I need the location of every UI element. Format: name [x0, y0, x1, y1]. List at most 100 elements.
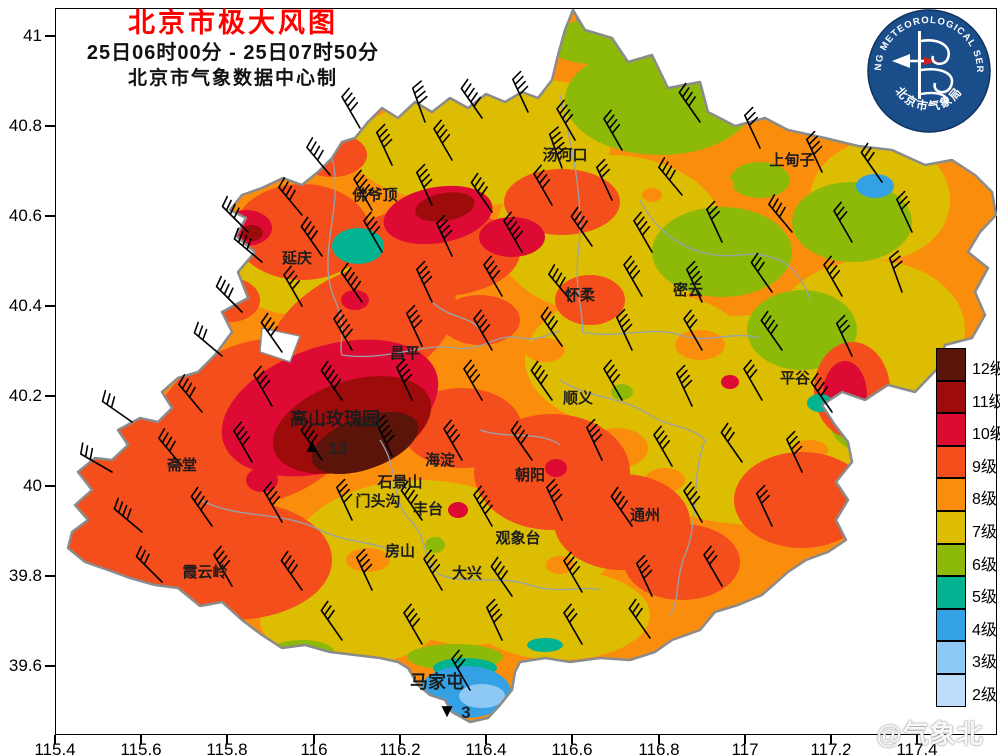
wind-barb: [653, 425, 673, 467]
district-boundary: [581, 330, 761, 340]
district-boundary: [327, 157, 343, 356]
wind-barb: [658, 157, 683, 196]
legend-swatch: [936, 478, 966, 511]
wind-barb: [253, 365, 273, 407]
wind-barb: [676, 364, 693, 407]
wind-vane-icon: [892, 31, 954, 104]
legend-swatch: [936, 543, 966, 577]
wind-barb: [570, 206, 593, 247]
legend-swatch: [936, 380, 966, 414]
wind-barb: [686, 260, 703, 303]
wind-barb: [720, 422, 743, 463]
lon-tick: [916, 735, 918, 744]
wind-region-level-4: [576, 10, 628, 28]
wind-barb: [768, 194, 793, 233]
district-boundary: [429, 299, 481, 331]
red-arrow-icon: [924, 57, 939, 65]
legend-label: 9级: [972, 458, 997, 476]
wind-barb: [158, 428, 183, 467]
lon-tick: [571, 735, 573, 744]
wind-barb: [683, 481, 703, 523]
lat-tick-label: 40.6: [8, 206, 42, 225]
wind-barb: [233, 421, 253, 463]
watermark: @气象北京: [845, 714, 1000, 756]
outside-notch: [259, 327, 302, 363]
wind-barb: [706, 200, 723, 243]
wind-barb: [80, 442, 113, 473]
wind-barb: [300, 420, 323, 461]
wind-barb: [806, 130, 823, 173]
wind-barb: [283, 265, 303, 307]
wind-region-level-5: [749, 86, 787, 110]
legend-swatch: [936, 641, 966, 674]
wind-barb: [463, 359, 483, 401]
map-label: 马家屯: [410, 671, 464, 692]
beijing-boundary: [66, 8, 997, 724]
wind-region-level-6: [270, 640, 334, 664]
wind-barb: [623, 255, 643, 297]
lon-tick-label: 115.6: [120, 740, 162, 756]
wind-region-level-5: [527, 638, 563, 652]
lon-tick-label: 116.2: [379, 740, 421, 756]
wind-barb: [556, 99, 576, 141]
map-label: 汤河口: [542, 146, 587, 164]
wind-barb: [135, 545, 163, 583]
lon-tick-label: 115.4: [34, 740, 76, 756]
legend-label: 6级: [972, 556, 997, 574]
wind-region-level-6: [545, 20, 645, 64]
wind-region-level-9: [132, 500, 332, 620]
wind-barb: [744, 106, 761, 149]
wind-barb: [193, 321, 223, 357]
district-boundary: [559, 94, 584, 333]
wind-barb: [636, 554, 653, 597]
wind-barb: [610, 486, 633, 527]
wind-barb: [423, 549, 443, 591]
wind-barbs: [80, 70, 913, 691]
lon-tick: [658, 735, 660, 744]
wind-barb: [416, 163, 433, 206]
district-boundary: [669, 439, 706, 616]
wind-barb: [356, 548, 373, 591]
lat-tick: [45, 125, 55, 127]
wind-region-level-8: [642, 188, 662, 202]
legend-label: 3级: [972, 654, 997, 672]
min-marker-symbol: ▼: [438, 701, 457, 722]
lat-tick: [45, 485, 55, 487]
map-label: 上甸子: [769, 151, 814, 169]
lon-tick: [485, 735, 487, 744]
legend-swatch: [936, 608, 966, 642]
lat-tick: [45, 35, 55, 37]
wind-barb: [860, 142, 883, 183]
lat-tick: [45, 305, 55, 307]
wind-barb: [278, 177, 303, 216]
wind-barb: [113, 497, 143, 533]
wind-barb: [178, 374, 203, 413]
wind-barb: [756, 484, 773, 527]
legend-label: 2级: [972, 686, 997, 704]
wind-barb: [433, 119, 453, 161]
wind-barb: [340, 262, 363, 303]
wind-barb: [233, 227, 263, 263]
wind-region-level-9: [734, 452, 870, 548]
lon-tick-label: 117.2: [810, 740, 852, 756]
wind-barb: [546, 478, 563, 521]
wind-barb: [280, 550, 303, 591]
wind-barb: [443, 419, 463, 461]
lat-tick-label: 40.4: [8, 296, 42, 315]
legend-label: 12级: [972, 361, 1000, 378]
wind-barb: [333, 309, 353, 351]
wind-region-level-10: [545, 459, 567, 477]
weibo-icon: [848, 742, 875, 756]
map-label: 顺义: [563, 389, 593, 407]
legend-label: 10级: [972, 426, 1000, 444]
wind-region-level-6: [792, 182, 912, 262]
wind-region-level-12: [311, 411, 419, 475]
wind-region-level-8: [706, 176, 734, 194]
wind-barb: [190, 486, 213, 527]
wind-barb: [483, 255, 503, 297]
map-title: 北京市极大风图: [128, 8, 338, 38]
wind-barb: [363, 211, 383, 253]
map-label: 密云: [673, 281, 703, 299]
wind-region-level-5: [807, 394, 833, 412]
lon-tick: [54, 735, 56, 744]
